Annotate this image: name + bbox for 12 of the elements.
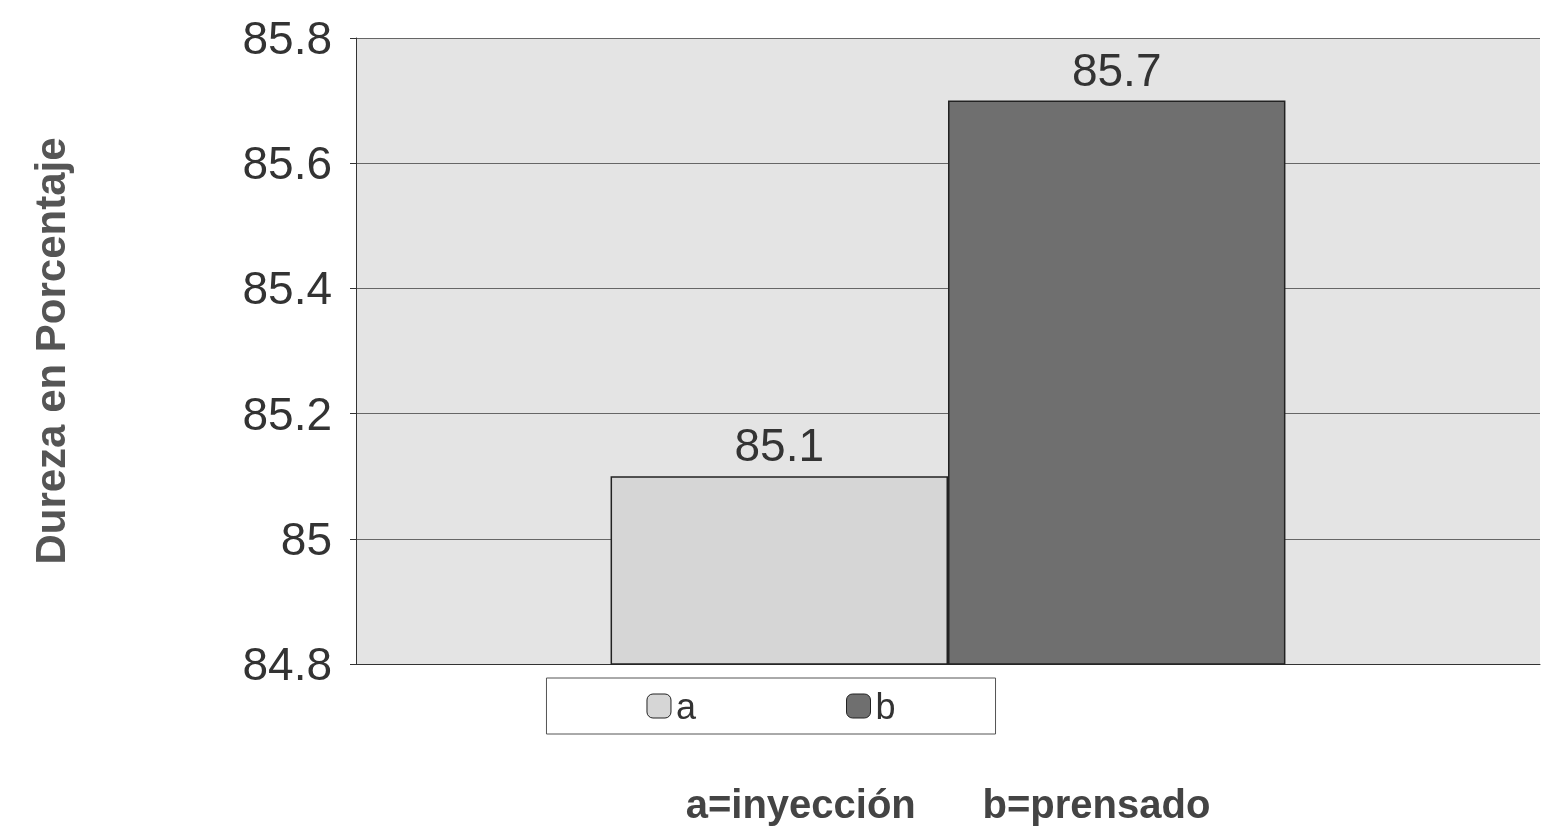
y-tick-label: 85 <box>280 512 332 565</box>
legend-label: b <box>875 685 896 727</box>
legend-label: a <box>675 685 697 727</box>
y-tick-label: 85.8 <box>242 12 332 64</box>
data-label: 85.1 <box>734 419 825 472</box>
y-axis-title: Dureza en Porcentaje <box>26 137 74 565</box>
y-tick-label: 85.2 <box>242 387 332 440</box>
data-label: 85.7 <box>1071 43 1162 96</box>
y-tick-label: 85.6 <box>242 137 332 190</box>
y-tick-label: 84.8 <box>242 638 332 690</box>
x-axis-title: a=inyección b=prensado <box>685 782 1211 826</box>
y-tick-label: 85.4 <box>242 262 332 315</box>
